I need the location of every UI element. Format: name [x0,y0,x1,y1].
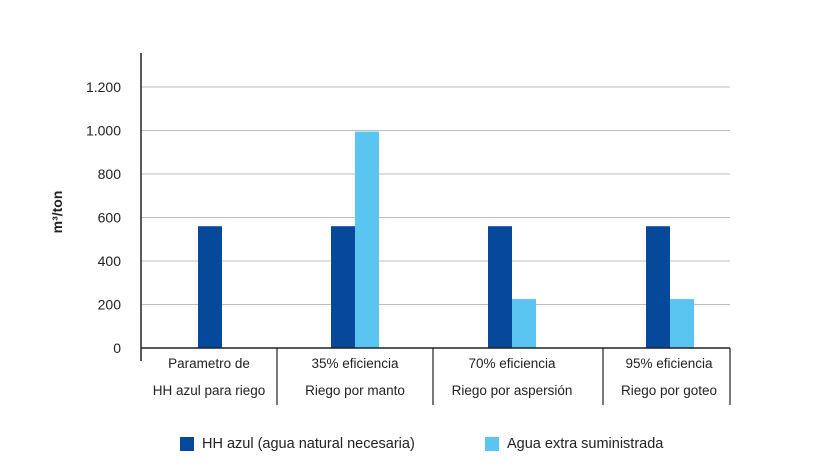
axes [140,53,731,405]
legend-label-hh-azul: HH azul (agua natural necesaria) [202,436,415,452]
bar [355,131,379,348]
category-label-line1: 35% eficiencia [311,356,399,371]
legend: HH azul (agua natural necesaria) Agua ex… [0,436,814,458]
y-tick-labels: 0 200 400 600 800 1.000 1.200 [86,79,121,356]
y-tick-label: 800 [98,166,122,182]
legend-item-agua-extra: Agua extra suministrada [485,436,663,452]
bar [512,299,536,348]
bar [670,299,694,348]
gridlines [141,86,730,305]
category-label-line2: Riego por aspersión [452,383,573,398]
bar [198,226,222,348]
category-label-line1: 95% eficiencia [625,356,713,371]
bar [646,226,670,348]
category-label-line1: 70% eficiencia [468,356,556,371]
category-label-line2: HH azul para riego [153,383,266,398]
bar [488,226,512,348]
y-tick-label: 1.200 [86,79,121,95]
category-label-line2: Riego por manto [305,383,405,398]
y-tick-label: 0 [113,340,121,356]
bar [331,226,355,348]
legend-swatch-hh-azul [180,437,194,451]
y-tick-label: 400 [98,253,122,269]
y-tick-label: 200 [98,297,122,313]
legend-swatch-agua-extra [485,437,499,451]
category-labels: Parametro de HH azul para riego 35% eficie… [153,356,717,398]
y-tick-label: 1.000 [86,123,121,139]
legend-item-hh-azul: HH azul (agua natural necesaria) [180,436,415,452]
y-axis-label: m³/ton [49,191,65,234]
category-label-line2: Riego por goteo [621,383,717,398]
y-tick-label: 600 [98,210,122,226]
bars [198,131,694,348]
category-label-line1: Parametro de [168,356,250,371]
legend-label-agua-extra: Agua extra suministrada [507,436,664,452]
